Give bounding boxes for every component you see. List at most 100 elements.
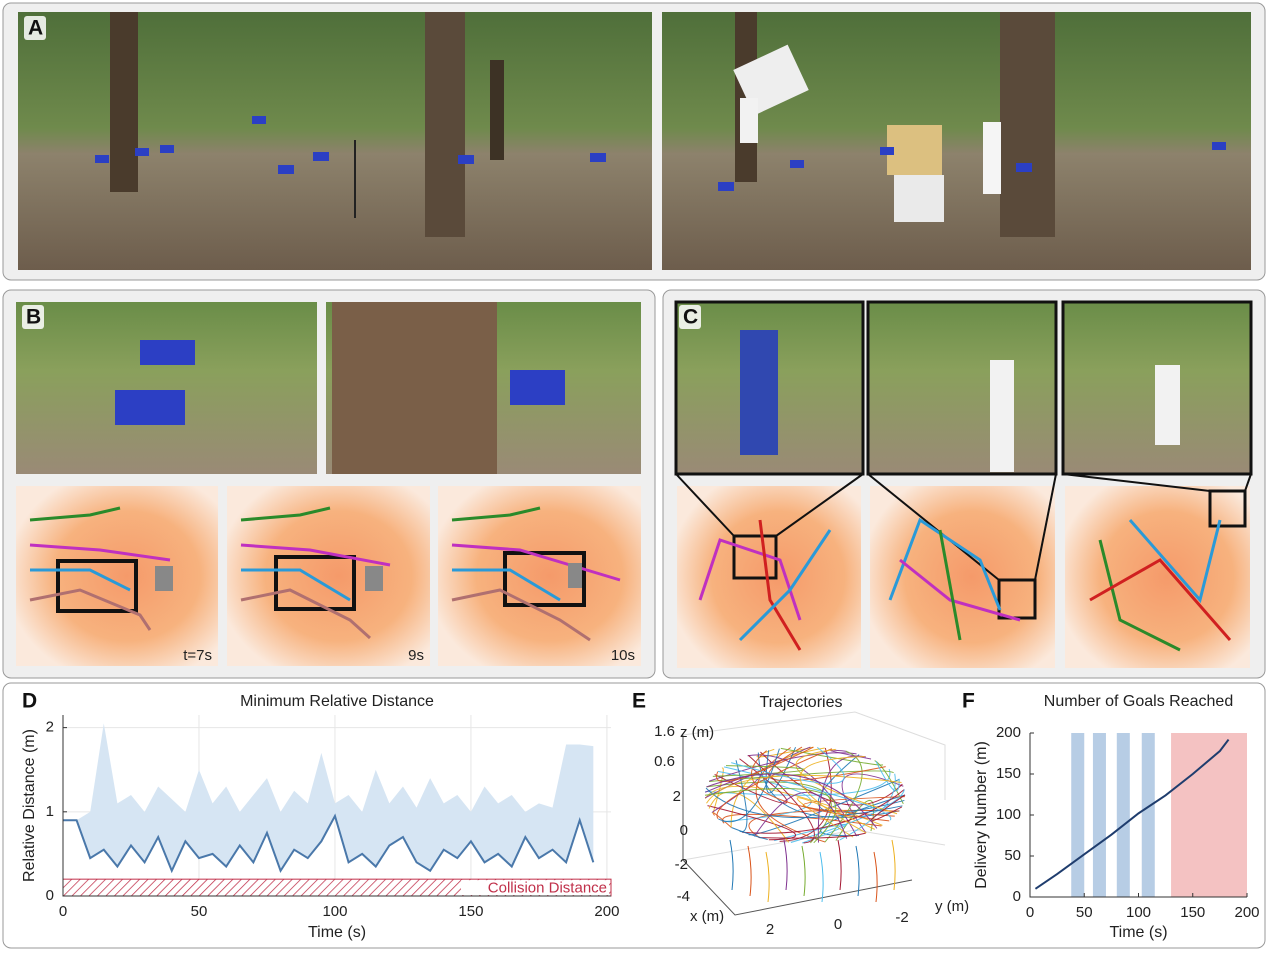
- y-tick-label: 100: [996, 806, 1021, 823]
- trajectory: [765, 747, 797, 794]
- chart-title: Number of Goals Reached: [1044, 693, 1233, 710]
- x-axis-label: x (m): [690, 908, 724, 925]
- y-axis-label: Delivery Number (m): [973, 741, 990, 889]
- x-tick-label: 150: [458, 903, 483, 920]
- trajectory: [723, 766, 892, 821]
- trajectories: [704, 746, 906, 903]
- y-tick-label: 0: [46, 887, 54, 904]
- x-tick-label: 100: [322, 903, 347, 920]
- trajectory: [768, 746, 886, 782]
- y-tick-label: 150: [996, 765, 1021, 782]
- x-tick-label: 0: [680, 822, 688, 839]
- trajectory: [760, 751, 903, 806]
- x-axis-label: Time (s): [308, 924, 366, 941]
- y-axis-label: Relative Distance (m): [21, 729, 38, 882]
- trajectory: [824, 750, 863, 843]
- axis-line: [1029, 733, 1247, 898]
- time-label: 9s: [408, 647, 424, 664]
- trajectory: [891, 839, 896, 891]
- highlight-span: [1141, 733, 1155, 897]
- trajectory: [705, 787, 903, 819]
- chart-title: Minimum Relative Distance: [240, 693, 434, 710]
- trajectory: [801, 845, 806, 897]
- end-span: [1171, 733, 1247, 897]
- panel-label: C: [683, 306, 698, 329]
- trajectory: [855, 845, 860, 897]
- time-label: t=7s: [183, 647, 212, 664]
- trajectory: [704, 788, 837, 844]
- y-tick-label: 50: [1004, 847, 1021, 864]
- panel-label: D: [22, 690, 37, 713]
- y-tick-label: 2: [766, 921, 774, 938]
- photo: [674, 300, 1253, 476]
- panel-label: B: [26, 306, 41, 329]
- z-axis-label: z (m): [680, 724, 714, 741]
- map: [675, 473, 1252, 668]
- panel-label: E: [632, 690, 646, 713]
- trajectory: [817, 755, 867, 843]
- x-tick-label: 200: [594, 903, 619, 920]
- z-tick-label: 0.6: [654, 753, 675, 770]
- trajectory: [765, 851, 770, 903]
- x-tick-label: 150: [1180, 904, 1205, 921]
- trajectory: [875, 760, 900, 792]
- highlight-span: [1092, 733, 1106, 897]
- trajectory: [758, 832, 866, 839]
- photo: [18, 12, 1251, 270]
- panel-label: A: [28, 17, 43, 40]
- trajectory: [751, 750, 890, 822]
- time-label: 10s: [611, 647, 635, 664]
- x-tick-label: 100: [1126, 904, 1151, 921]
- panel-label: F: [962, 690, 975, 713]
- x-tick-label: -2: [675, 856, 688, 873]
- trajectory: [837, 839, 842, 891]
- trajectory: [712, 812, 732, 828]
- trajectory: [709, 752, 857, 782]
- y-tick-label: 200: [996, 724, 1021, 741]
- trajectory: [729, 839, 734, 891]
- trajectory: [748, 778, 900, 836]
- axis-3d: [682, 711, 946, 916]
- photo: [16, 302, 641, 474]
- y-tick-label: 1: [46, 803, 54, 820]
- y-tick-label: -2: [895, 909, 908, 926]
- highlight-span: [1116, 733, 1130, 897]
- y-tick-label: 0: [1013, 888, 1021, 905]
- trajectory: [747, 845, 752, 897]
- range-band: [63, 723, 594, 871]
- trajectory: [819, 851, 824, 903]
- trajectory: [748, 755, 815, 844]
- x-tick-label: 0: [1026, 904, 1034, 921]
- trajectory: [706, 773, 878, 829]
- trajectory: [708, 770, 894, 783]
- trajectory: [795, 748, 898, 815]
- data-line: [63, 813, 595, 874]
- map: [16, 486, 641, 666]
- trajectory: [873, 851, 878, 903]
- trajectory: [731, 746, 845, 784]
- y-tick-label: 2: [46, 719, 54, 736]
- collision-label: Collision Distance: [488, 880, 607, 897]
- trajectory: [731, 827, 768, 841]
- trajectory: [742, 789, 905, 834]
- x-axis-label: Time (s): [1109, 924, 1167, 941]
- highlight-span: [1071, 733, 1085, 897]
- trajectory: [716, 746, 814, 783]
- axis-line: [62, 715, 611, 897]
- z-tick-label: 1.6: [654, 723, 675, 740]
- chart-title: Trajectories: [760, 694, 843, 711]
- y-axis-label: y (m): [935, 898, 969, 915]
- trajectory: [722, 813, 882, 827]
- x-tick-label: 50: [1076, 904, 1093, 921]
- trajectory: [707, 805, 796, 841]
- trajectory: [716, 748, 833, 819]
- x-tick-label: 0: [59, 903, 67, 920]
- y-tick-label: 0: [834, 916, 842, 933]
- trajectory: [755, 747, 826, 843]
- x-tick-label: 200: [1234, 904, 1259, 921]
- data-line: [1034, 738, 1230, 890]
- trajectory: [799, 755, 867, 834]
- trajectory: [783, 839, 788, 891]
